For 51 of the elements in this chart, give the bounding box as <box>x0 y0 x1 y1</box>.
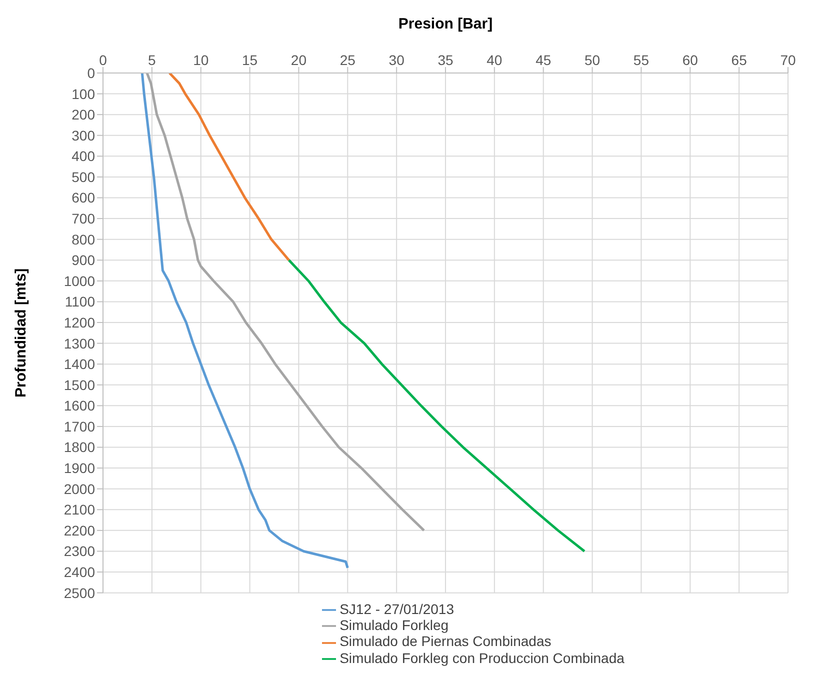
legend-label: Simulado Forkleg con Produccion Combinada <box>340 650 624 666</box>
y-tick-label: 100 <box>72 86 96 102</box>
y-tick-label: 500 <box>72 168 96 185</box>
y-tick-label: 2000 <box>64 480 96 497</box>
line-series <box>140 73 349 570</box>
x-tick-label: 20 <box>290 52 307 68</box>
y-tick-label: 900 <box>72 252 96 268</box>
y-tick-label: 1000 <box>64 272 96 289</box>
y-tick-label: 2400 <box>64 564 96 580</box>
legend-label: Simulado de Piernas Combinadas <box>340 633 552 650</box>
x-tick-label: 10 <box>193 52 209 68</box>
y-tick-label: 200 <box>72 106 96 123</box>
x-tick-label: 30 <box>388 52 405 68</box>
y-tick-label: 1400 <box>64 356 96 372</box>
x-tick-label: 70 <box>780 52 796 68</box>
x-tick-label: 0 <box>99 52 108 68</box>
y-tick-label: 300 <box>72 127 96 144</box>
y-tick-label: 1900 <box>64 460 96 476</box>
y-tick-label: 800 <box>72 231 96 248</box>
y-tick-label: 1300 <box>64 335 96 352</box>
y-tick-label: 1200 <box>64 314 96 330</box>
y-tick-label: 2300 <box>64 543 96 560</box>
x-tick-label: 15 <box>242 52 258 68</box>
y-tick-label: 1700 <box>64 418 96 434</box>
x-tick-label: 35 <box>438 52 454 68</box>
legend-label: SJ12 - 27/01/2013 <box>340 600 454 617</box>
line-series <box>168 73 290 262</box>
x-tick-label: 65 <box>731 52 748 68</box>
legend-label: Simulado Forkleg <box>340 617 449 634</box>
y-tick-label: 600 <box>72 190 96 206</box>
x-axis-title: Presion [Bar] <box>398 16 493 33</box>
x-tick-label: 40 <box>486 52 502 68</box>
y-tick-label: 700 <box>72 210 96 227</box>
x-tick-label: 25 <box>340 52 356 68</box>
y-tick-label: 2100 <box>64 502 96 518</box>
y-tick-label: 2500 <box>64 584 96 601</box>
line-series <box>288 258 586 552</box>
x-tick-label: 45 <box>536 52 552 68</box>
y-tick-label: 1100 <box>64 294 96 310</box>
y-tick-label: 1500 <box>64 376 96 393</box>
x-tick-label: 50 <box>584 52 600 68</box>
y-tick-label: 0 <box>87 64 96 81</box>
x-tick-label: 55 <box>633 52 650 68</box>
y-tick-label: 1600 <box>64 398 96 414</box>
x-tick-label: 5 <box>148 52 156 68</box>
y-tick-label: 1800 <box>64 439 96 456</box>
line-series <box>146 73 426 532</box>
y-tick-label: 400 <box>72 148 96 164</box>
y-tick-label: 2200 <box>64 522 96 538</box>
x-tick-label: 60 <box>682 52 698 68</box>
y-axis-title: Profundidad [mts] <box>12 268 30 398</box>
